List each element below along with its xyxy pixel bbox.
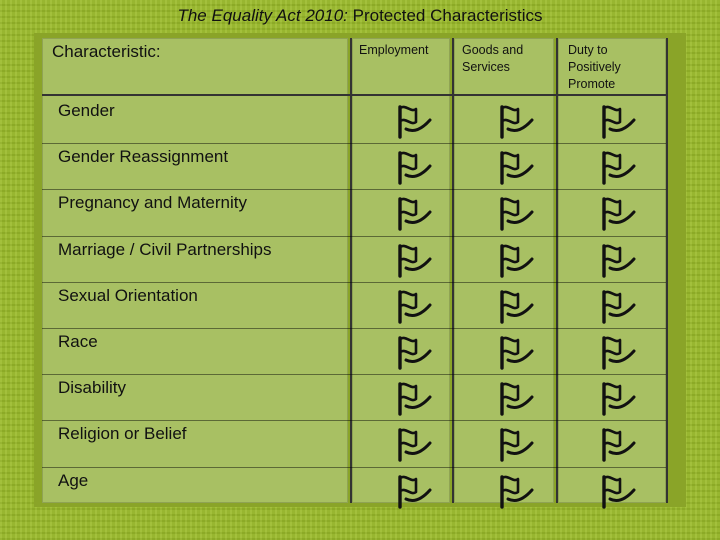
goods-services-column-pane	[454, 38, 554, 503]
flag-tick-icon	[496, 426, 536, 463]
flag-tick-icon	[598, 334, 638, 370]
flag-tick-icon	[598, 473, 638, 509]
row-divider	[42, 235, 666, 237]
flag-tick-icon	[598, 103, 638, 139]
row-divider	[42, 374, 666, 376]
flag-tick-icon	[496, 334, 536, 370]
row-divider	[42, 420, 666, 422]
title-act-name: The Equality Act 2010:	[177, 6, 348, 25]
flag-tick-icon	[598, 242, 638, 278]
row-label-gender: Gender	[58, 101, 115, 120]
flag-tick-icon	[394, 334, 434, 370]
flag-tick-icon	[394, 473, 434, 509]
slide-title: The Equality Act 2010: Protected Charact…	[0, 6, 720, 26]
flag-tick-icon	[496, 380, 536, 416]
flag-tick-icon	[496, 242, 536, 278]
column-divider-1	[350, 38, 352, 503]
flag-tick-icon	[394, 149, 434, 185]
row-divider	[42, 143, 666, 145]
row-divider	[42, 189, 666, 191]
col-header-duty: Duty to Positively Promote	[568, 43, 621, 91]
flag-tick-icon	[598, 380, 638, 416]
flag-tick-icon	[598, 195, 638, 232]
flag-tick-icon	[394, 426, 434, 463]
duty-column-pane	[558, 38, 666, 503]
flag-tick-icon	[496, 149, 536, 185]
row-label-age: Age	[58, 470, 89, 490]
flag-tick-icon	[394, 288, 434, 324]
row-divider	[42, 466, 666, 468]
flag-tick-icon	[598, 149, 638, 185]
characteristic-column-pane	[42, 38, 348, 503]
flag-tick-icon	[394, 380, 434, 416]
header-rule	[42, 94, 666, 96]
column-divider-2	[452, 38, 454, 503]
flag-tick-icon	[394, 242, 434, 278]
title-subject: Protected Characteristics	[352, 6, 543, 25]
column-divider-4	[666, 38, 668, 503]
row-label-pregnancy-and-maternity: Pregnancy and Maternity	[58, 193, 247, 213]
flag-tick-icon	[496, 473, 536, 509]
column-divider-3	[556, 38, 558, 503]
row-label-religion-or-belief: Religion or Belief	[58, 424, 187, 444]
characteristic-header: Characteristic:	[52, 42, 161, 61]
flag-tick-icon	[394, 103, 434, 139]
row-label-sexual-orientation: Sexual Orientation	[58, 285, 198, 305]
row-divider	[42, 328, 666, 329]
flag-tick-icon	[496, 103, 536, 139]
row-label-marriage-civil-partnerships: Marriage / Civil Partnerships	[58, 239, 272, 259]
flag-tick-icon	[496, 288, 536, 324]
flag-tick-icon	[496, 195, 536, 232]
flag-tick-icon	[598, 426, 638, 463]
row-label-disability: Disability	[58, 378, 127, 398]
row-label-race: Race	[58, 332, 98, 351]
col-header-employment: Employment	[359, 43, 429, 57]
flag-tick-icon	[394, 195, 434, 232]
flag-tick-icon	[598, 288, 638, 324]
row-label-gender-reassignment: Gender Reassignment	[58, 147, 229, 167]
row-divider	[42, 281, 666, 283]
col-header-goods-services: Goods and Services	[462, 43, 524, 74]
